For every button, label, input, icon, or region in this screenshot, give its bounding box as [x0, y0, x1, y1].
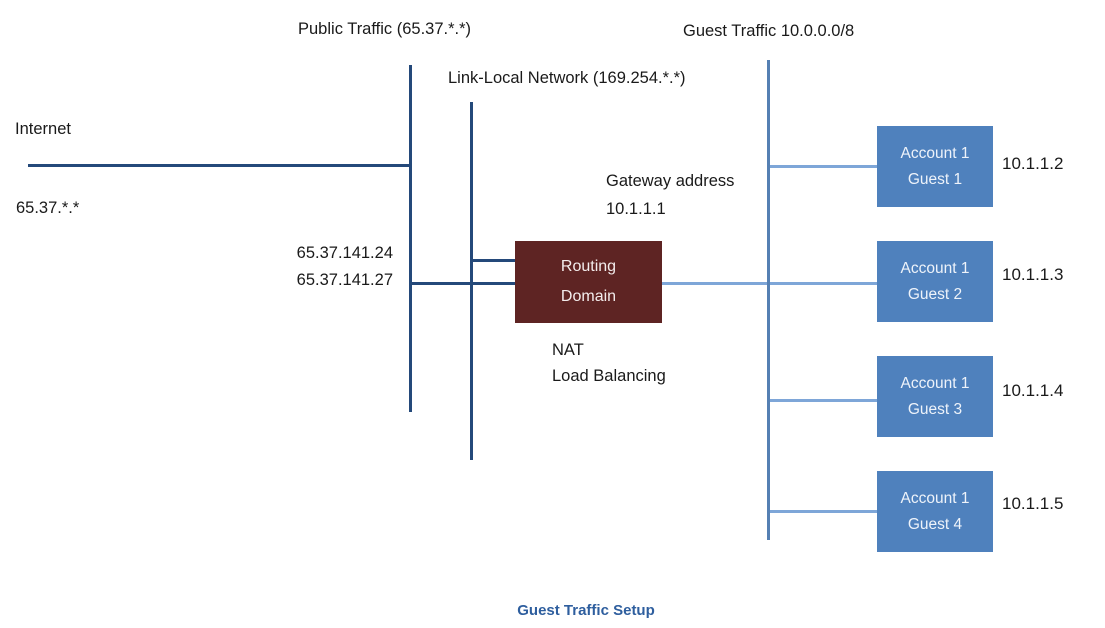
- guest1-connector: [770, 165, 877, 168]
- guest-node-1-account: Account 1: [900, 144, 970, 162]
- nat-label: NAT: [552, 341, 584, 359]
- guest-node-4: Account 1 Guest 4: [877, 471, 993, 552]
- guest-node-2: Account 1 Guest 2: [877, 241, 993, 322]
- guest-node-1-name: Guest 1: [907, 170, 963, 188]
- public-ip-1-label: 65.37.141.24: [296, 244, 393, 262]
- guest-node-3-account: Account 1: [900, 374, 970, 392]
- gateway-address-label: Gateway address: [606, 172, 735, 190]
- link-local-label: Link-Local Network (169.254.*.*): [448, 69, 686, 87]
- routing-domain-node: Routing Domain: [515, 241, 662, 323]
- guest-node-2-account: Account 1: [900, 259, 970, 277]
- guest-node-1: Account 1 Guest 1: [877, 126, 993, 207]
- guest-node-4-account: Account 1: [900, 489, 970, 507]
- guest-node-3-name: Guest 3: [907, 400, 963, 418]
- public-traffic-label: Public Traffic (65.37.*.*): [298, 20, 472, 38]
- guest4-connector: [770, 510, 877, 513]
- internet-label: Internet: [15, 120, 71, 138]
- guest-node-2-name: Guest 2: [907, 285, 963, 303]
- routing-domain-line2: Domain: [560, 288, 617, 305]
- guest-node-2-ip: 10.1.1.3: [1002, 265, 1064, 284]
- public-routing-connector: [409, 282, 515, 285]
- public-traffic-vertical-line: [409, 65, 412, 412]
- guest2-connector: [770, 282, 877, 285]
- link-local-routing-connector: [471, 259, 515, 262]
- guest3-connector: [770, 399, 877, 402]
- load-balancing-label: Load Balancing: [552, 367, 666, 385]
- routing-domain-line1: Routing: [560, 258, 617, 275]
- guest-node-4-ip: 10.1.1.5: [1002, 494, 1064, 513]
- gateway-ip-label: 10.1.1.1: [606, 200, 666, 218]
- internet-line: [28, 164, 412, 167]
- guest-node-3-ip: 10.1.1.4: [1002, 381, 1064, 400]
- diagram-caption: Guest Traffic Setup: [517, 602, 655, 619]
- guest-node-3: Account 1 Guest 3: [877, 356, 993, 437]
- link-local-vertical-line: [470, 102, 473, 460]
- public-ip-2-label: 65.37.141.27: [296, 271, 393, 289]
- guest-node-4-name: Guest 4: [907, 515, 963, 533]
- guest-traffic-vertical-line: [767, 60, 770, 540]
- guest-traffic-label: Guest Traffic 10.0.0.0/8: [683, 22, 855, 40]
- routing-guest-connector: [662, 282, 768, 285]
- guest-node-1-ip: 10.1.1.2: [1002, 154, 1064, 173]
- public-ip-range-label: 65.37.*.*: [16, 199, 80, 217]
